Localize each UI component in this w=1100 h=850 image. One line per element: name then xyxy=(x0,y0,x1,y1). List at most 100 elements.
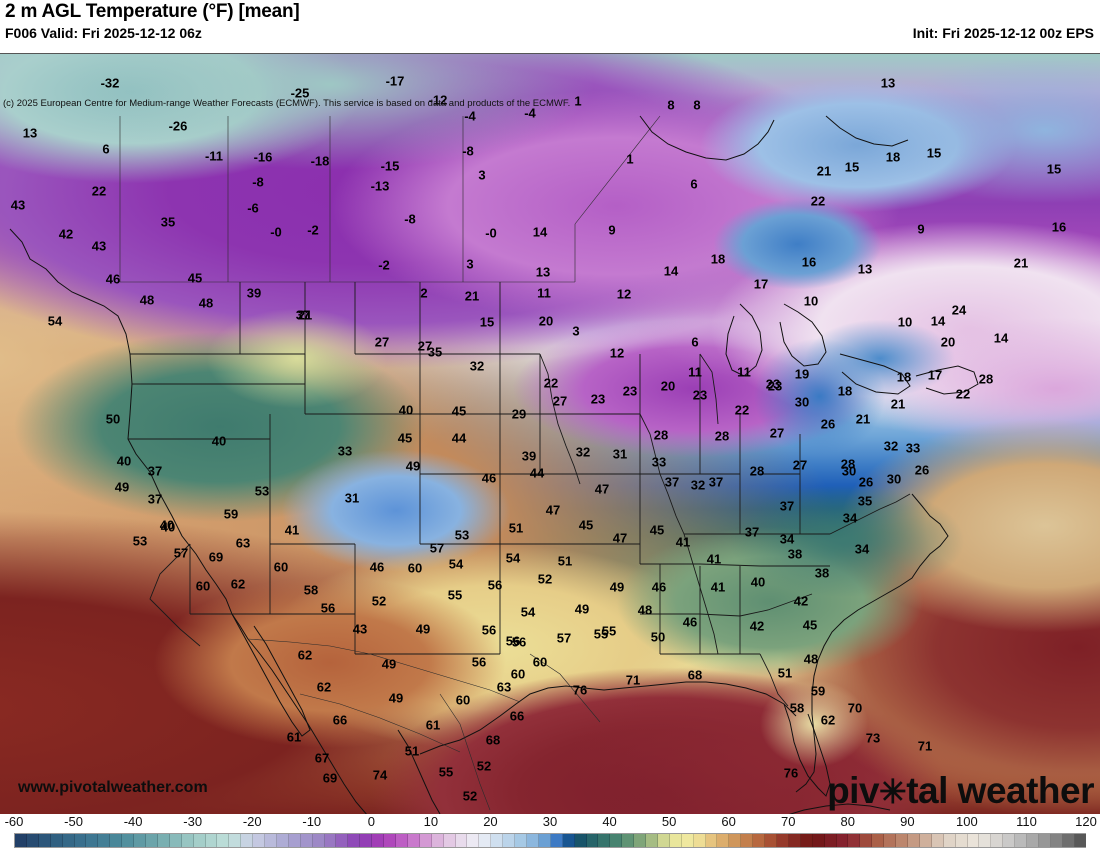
map-value-label: 38 xyxy=(787,546,803,562)
colorbar-tick: 90 xyxy=(900,814,915,829)
colorbar-cell xyxy=(693,834,706,847)
colorbar-cell xyxy=(503,834,516,847)
map-value-label: 54 xyxy=(47,313,63,329)
colorbar[interactable]: -60 -50 -40 -30 -20 -10 0 10 20 30 40 50 60 70 80 90 100… xyxy=(0,814,1100,850)
map-value-label: 49 xyxy=(574,601,590,617)
colorbar-cell xyxy=(884,834,897,847)
map-value-label: 55 xyxy=(593,626,609,642)
map-value-label: 37 xyxy=(295,307,311,323)
colorbar-cell xyxy=(586,834,599,847)
map-value-label: 11 xyxy=(688,364,702,380)
map-raster xyxy=(0,54,1100,815)
map-value-label: 40 xyxy=(160,519,176,535)
colorbar-cell xyxy=(574,834,587,847)
map-value-label: 49 xyxy=(381,656,397,672)
map-value-label: 59 xyxy=(810,683,826,699)
map-value-label: 32 xyxy=(469,358,485,374)
map-value-label: 37 xyxy=(779,498,795,514)
colorbar-cell xyxy=(741,834,754,847)
map-value-label: 24 xyxy=(951,302,967,318)
colorbar-cell xyxy=(979,834,992,847)
colorbar-cell xyxy=(407,834,420,847)
map-value-label: 21 xyxy=(816,163,832,179)
map-value-label: 56 xyxy=(320,600,336,616)
map-value-label: 22 xyxy=(91,183,107,199)
map-value-label: 41 xyxy=(284,522,300,538)
valid-time-label: F006 Valid: Fri 2025-12-12 06z xyxy=(5,25,202,41)
map-value-label: 27 xyxy=(552,393,568,409)
map-value-label: 21 xyxy=(855,411,871,427)
map-value-label: 15 xyxy=(844,159,860,175)
colorbar-tick: -40 xyxy=(123,814,143,829)
map-value-label: 11 xyxy=(737,364,751,380)
colorbar-cell xyxy=(896,834,908,847)
map-value-label: 51 xyxy=(404,743,420,759)
colorbar-cell xyxy=(1062,834,1075,847)
map-value-label: 13 xyxy=(535,264,551,280)
map-value-label: 58 xyxy=(789,700,805,716)
map-value-label: 30 xyxy=(886,471,902,487)
colorbar-cell xyxy=(38,834,51,847)
map-value-label: 46 xyxy=(105,271,121,287)
map-value-label: 37 xyxy=(147,463,163,479)
colorbar-cell xyxy=(491,834,504,847)
map-value-label: 62 xyxy=(820,712,836,728)
map-value-label: 45 xyxy=(187,270,203,286)
map-value-label: 41 xyxy=(706,551,722,567)
map-value-label: -32 xyxy=(100,75,120,91)
map-value-label: 11 xyxy=(537,285,551,301)
map-value-label: 1 xyxy=(574,93,582,109)
site-url-watermark: www.pivotalweather.com xyxy=(18,779,208,796)
map-value-label: -0 xyxy=(270,224,282,240)
map-value-label: 18 xyxy=(710,251,726,267)
map-value-label: 76 xyxy=(572,682,588,698)
map-value-label: 21 xyxy=(1013,255,1029,271)
map-value-label: 44 xyxy=(529,465,545,481)
colorbar-cell xyxy=(384,834,396,847)
colorbar-cell xyxy=(348,834,361,847)
map-value-label: 60 xyxy=(532,654,548,670)
map-value-label: 60 xyxy=(273,559,289,575)
map-value-label: 37 xyxy=(744,524,760,540)
colorbar-cell xyxy=(181,834,194,847)
colorbar-tick: 80 xyxy=(840,814,855,829)
map-value-label: 20 xyxy=(538,313,554,329)
map-value-label: 49 xyxy=(609,579,625,595)
map-value-label: 23 xyxy=(765,376,781,392)
temperature-map[interactable]: (c) 2025 European Centre for Medium-rang… xyxy=(0,53,1100,816)
colorbar-tick: 0 xyxy=(367,814,375,829)
map-value-label: 40 xyxy=(398,402,414,418)
map-value-label: -4 xyxy=(464,108,476,124)
colorbar-cell xyxy=(312,834,325,847)
colorbar-cell xyxy=(217,834,230,847)
map-value-label: 58 xyxy=(303,582,319,598)
colorbar-cell xyxy=(777,834,789,847)
map-value-label: -26 xyxy=(168,118,188,134)
map-value-label: 40 xyxy=(116,453,132,469)
map-value-label: 52 xyxy=(476,758,492,774)
colorbar-cell xyxy=(705,834,718,847)
map-value-label: 32 xyxy=(883,438,899,454)
map-value-label: 23 xyxy=(590,391,606,407)
colorbar-cell xyxy=(646,834,658,847)
map-value-label: 13 xyxy=(22,125,38,141)
colorbar-cell xyxy=(669,834,682,847)
map-value-label: 30 xyxy=(794,394,810,410)
map-value-label: 70 xyxy=(847,700,863,716)
map-value-label: 21 xyxy=(890,396,906,412)
colorbar-cell xyxy=(336,834,349,847)
map-value-label: 57 xyxy=(556,630,572,646)
colorbar-cell xyxy=(288,834,301,847)
colorbar-cell xyxy=(145,834,158,847)
colorbar-cell xyxy=(241,834,254,847)
map-value-label: 33 xyxy=(905,440,921,456)
map-value-label: 52 xyxy=(537,571,553,587)
map-value-label: 1 xyxy=(626,151,634,167)
colorbar-cell xyxy=(967,834,980,847)
colorbar-cell xyxy=(1038,834,1051,847)
map-value-label: 28 xyxy=(653,427,669,443)
map-value-label: 9 xyxy=(608,222,616,238)
map-value-label: 45 xyxy=(451,403,467,419)
map-value-label: 28 xyxy=(840,456,856,472)
map-value-label: -2 xyxy=(378,257,390,273)
